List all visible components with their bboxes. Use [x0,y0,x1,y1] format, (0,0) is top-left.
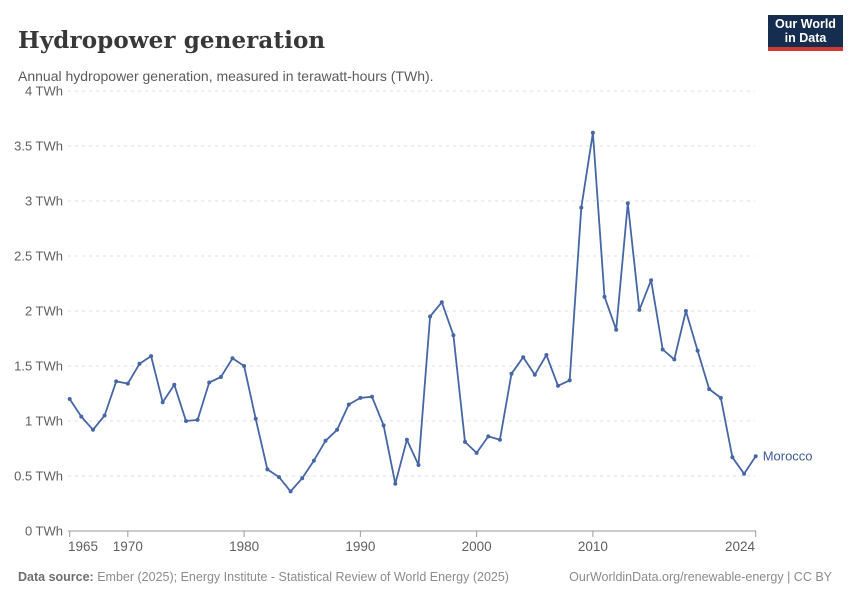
series-point[interactable] [683,309,688,313]
series-point[interactable] [428,314,433,319]
series-point[interactable] [474,450,479,455]
data-source-note: Data source: Ember (2025); Energy Instit… [18,570,509,584]
series-point[interactable] [265,467,270,472]
x-axis-tick-label: 1965 [68,539,98,554]
series-entity-label[interactable]: Morocco [763,449,813,464]
series-point[interactable] [79,414,84,419]
series-point[interactable] [730,455,735,460]
series-point[interactable] [277,475,281,480]
series-point[interactable] [393,481,398,486]
series-point[interactable] [451,333,456,338]
series-point[interactable] [497,437,502,442]
x-axis-tick-label: 1970 [113,539,143,554]
series-point[interactable] [637,307,642,312]
series-point[interactable] [439,300,444,305]
series-point[interactable] [207,380,212,385]
series-point[interactable] [404,437,409,442]
series-point[interactable] [742,471,747,476]
series-point[interactable] [346,402,351,407]
chart-title: Hydropower generation [18,27,326,55]
y-axis-tick-label: 2.5 TWh [14,249,63,264]
chart-subtitle: Annual hydropower generation, measured i… [18,68,434,84]
x-axis-tick-label: 2024 [725,539,756,554]
series-point[interactable] [253,416,258,421]
series-point[interactable] [370,394,374,399]
series-point[interactable] [230,356,235,361]
series-point[interactable] [288,489,293,494]
series-point[interactable] [753,454,758,459]
data-source-label: Data source: [18,570,94,584]
series-point[interactable] [463,439,467,444]
series-point[interactable] [323,438,328,443]
series-point[interactable] [242,364,247,368]
x-axis-tick-label: 2010 [578,539,608,554]
y-axis-tick-label: 3 TWh [25,194,63,209]
series-point[interactable] [67,397,72,401]
series-line-morocco[interactable] [68,131,757,493]
series-point[interactable] [114,379,119,384]
owid-logo-line1: Our World [775,17,836,31]
y-axis-tick-label: 4 TWh [25,84,63,99]
series-point[interactable] [567,378,572,383]
series-point[interactable] [137,361,142,366]
series-point[interactable] [672,357,677,362]
series-point[interactable] [149,354,154,359]
y-axis-tick-label: 2 TWh [25,304,63,319]
series-point[interactable] [579,205,584,210]
x-axis-tick-label: 1980 [229,539,259,554]
series-point[interactable] [556,383,560,388]
series-point[interactable] [614,327,619,332]
series-point[interactable] [160,400,165,405]
series-point[interactable] [195,417,200,422]
footer-link[interactable]: OurWorldinData.org/renewable-energy | CC… [569,570,832,584]
owid-logo[interactable]: Our World in Data [768,15,843,51]
series-point[interactable] [300,476,305,481]
y-axis-tick-label: 0 TWh [25,524,63,539]
x-axis-tick-label: 2000 [462,539,492,554]
data-source-text: Ember (2025); Energy Institute - Statist… [93,570,509,584]
series-point[interactable] [91,427,95,432]
series-point[interactable] [660,347,665,352]
series-point[interactable] [625,201,630,206]
y-axis-tick-label: 3.5 TWh [14,139,63,154]
series-point[interactable] [335,427,340,432]
series-point[interactable] [718,395,723,400]
footer: Data source: Ember (2025); Energy Instit… [18,566,832,588]
y-axis-tick-label: 1 TWh [25,414,63,429]
series-point[interactable] [184,419,188,423]
series-point[interactable] [381,423,386,428]
series-point[interactable] [590,130,595,135]
series-point[interactable] [532,372,537,377]
series-point[interactable] [218,375,223,379]
owid-logo-line2: in Data [784,31,827,45]
y-axis-tick-label: 0.5 TWh [14,469,63,484]
series-point[interactable] [486,434,491,439]
series-point[interactable] [416,463,421,467]
series-point[interactable] [509,371,514,376]
series-point[interactable] [102,413,107,418]
series-point[interactable] [358,395,363,400]
series-point[interactable] [311,458,316,463]
series-point[interactable] [649,278,654,283]
series-point[interactable] [707,387,712,392]
x-axis-tick-label: 1990 [345,539,375,554]
series-point[interactable] [125,381,130,386]
series-point[interactable] [602,294,607,299]
series-point[interactable] [172,382,177,387]
series-point[interactable] [544,353,549,357]
series-point[interactable] [521,355,526,360]
series-point[interactable] [695,348,700,353]
y-axis-tick-label: 1.5 TWh [14,359,63,374]
